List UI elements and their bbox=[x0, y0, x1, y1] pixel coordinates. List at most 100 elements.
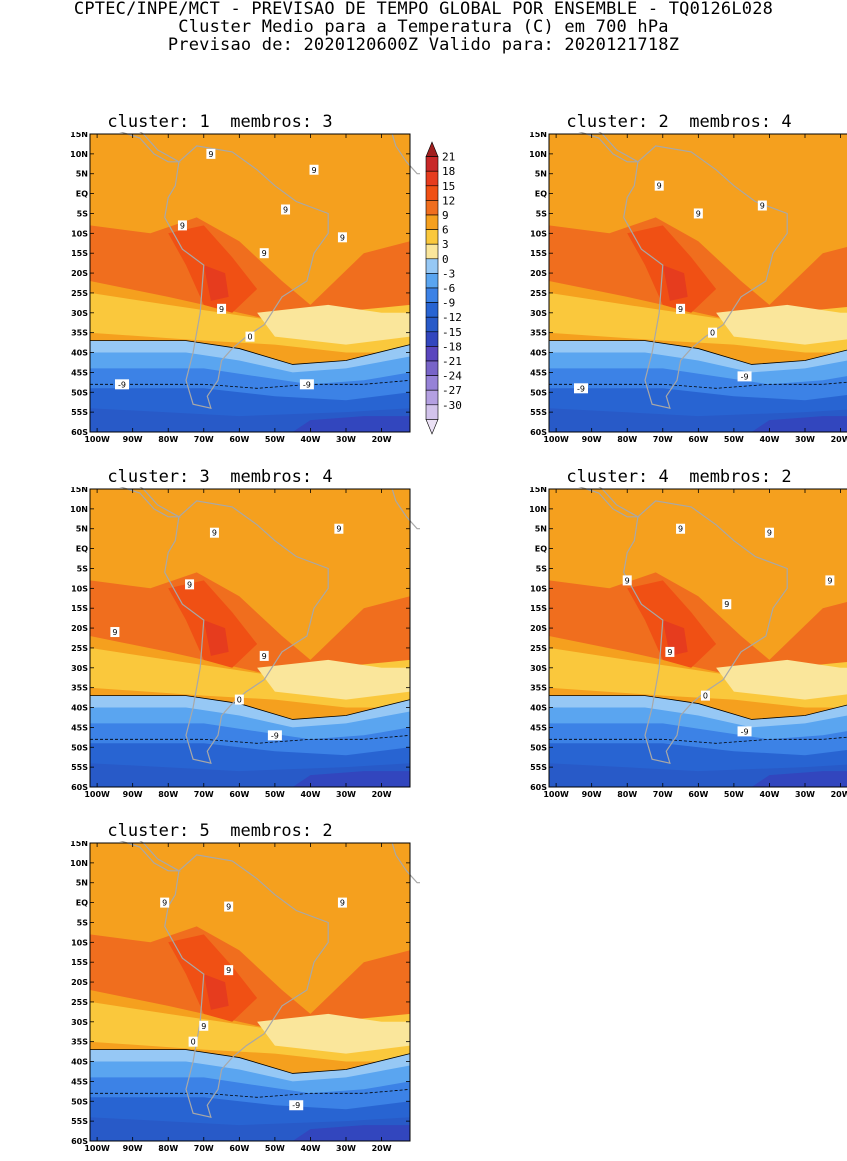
lat-tick-label: 5N bbox=[76, 879, 88, 888]
lon-tick-label: 30W bbox=[795, 790, 815, 799]
lat-tick-label: 60S bbox=[530, 428, 547, 437]
contour-label-text: 9 bbox=[678, 525, 683, 534]
lat-tick-label: 50S bbox=[71, 1097, 88, 1106]
lon-tick-label: 80W bbox=[617, 435, 637, 444]
lon-tick-label: 50W bbox=[724, 435, 744, 444]
lon-tick-label: 90W bbox=[123, 790, 143, 799]
lat-tick-label: EQ bbox=[76, 899, 88, 908]
lat-tick-label: 15N bbox=[70, 132, 88, 139]
lat-tick-label: 35S bbox=[530, 329, 547, 338]
colorbar-label: -21 bbox=[442, 355, 462, 368]
lon-tick-label: 20W bbox=[372, 435, 392, 444]
lat-tick-label: 15N bbox=[70, 487, 88, 494]
contour-label: 9 bbox=[337, 232, 347, 243]
colorbar-label: 3 bbox=[442, 238, 449, 251]
lat-tick-label: 10N bbox=[529, 505, 547, 514]
contour-label: 9 bbox=[259, 650, 269, 661]
lat-tick-label: 60S bbox=[71, 1137, 88, 1146]
lat-tick-label: 5S bbox=[536, 209, 548, 218]
lat-tick-label: EQ bbox=[535, 545, 547, 554]
colorbar-swatch bbox=[425, 375, 439, 391]
colorbar-swatch bbox=[425, 185, 439, 201]
contour-label: 9 bbox=[259, 248, 269, 259]
lat-tick-label: 50S bbox=[71, 743, 88, 752]
contour-label-text: -9 bbox=[741, 372, 749, 381]
lon-tick-label: 60W bbox=[688, 790, 708, 799]
lat-tick-label: 15N bbox=[70, 841, 88, 848]
lon-tick-label: 80W bbox=[158, 790, 178, 799]
contour-label: 9 bbox=[676, 523, 686, 534]
contour-label-text: 9 bbox=[667, 648, 672, 657]
contour-label-text: 9 bbox=[262, 652, 267, 661]
contour-label: 9 bbox=[337, 897, 347, 908]
contour-label: 9 bbox=[693, 208, 703, 219]
colorbar-label: 18 bbox=[442, 165, 455, 178]
lon-tick-label: 80W bbox=[158, 1144, 178, 1153]
forecast-dates: Previsao de: 2020120600Z Valido para: 20… bbox=[167, 35, 680, 55]
contour-label: 9 bbox=[281, 204, 291, 215]
lon-tick-label: 30W bbox=[336, 790, 356, 799]
lat-tick-label: 10N bbox=[70, 859, 88, 868]
contour-label: 9 bbox=[177, 220, 187, 231]
lat-tick-label: 25S bbox=[530, 289, 547, 298]
contour-label-text: 9 bbox=[187, 580, 192, 589]
lat-tick-label: 15S bbox=[530, 249, 547, 258]
lat-tick-label: 5N bbox=[535, 525, 547, 534]
lon-tick-label: 50W bbox=[265, 435, 285, 444]
contour-label: 0 bbox=[708, 327, 718, 338]
lat-tick-label: 55S bbox=[71, 408, 88, 417]
colorbar-swatch bbox=[425, 331, 439, 347]
lat-tick-label: 30S bbox=[530, 309, 547, 318]
lon-tick-label: 90W bbox=[123, 435, 143, 444]
colorbar-label: -27 bbox=[442, 384, 462, 397]
contour-label-text: 9 bbox=[625, 576, 630, 585]
lon-tick-label: 20W bbox=[831, 790, 847, 799]
contour-label: 0 bbox=[188, 1036, 198, 1047]
lon-tick-label: 20W bbox=[372, 1144, 392, 1153]
lat-tick-label: 30S bbox=[71, 1018, 88, 1027]
colorbar-label: -18 bbox=[442, 340, 462, 353]
colorbar-swatch bbox=[425, 287, 439, 303]
lat-tick-label: 50S bbox=[530, 388, 547, 397]
colorbar-label: 15 bbox=[442, 180, 455, 193]
lat-tick-label: 55S bbox=[71, 1117, 88, 1126]
contour-label: 9 bbox=[622, 575, 632, 586]
lon-tick-label: 90W bbox=[582, 435, 602, 444]
lon-tick-label: 60W bbox=[229, 790, 249, 799]
lon-tick-label: 70W bbox=[194, 790, 214, 799]
colorbar-label: 9 bbox=[442, 209, 449, 222]
colorbar-swatch bbox=[425, 200, 439, 216]
contour-label-text: 9 bbox=[827, 576, 832, 585]
lat-tick-label: 10N bbox=[529, 150, 547, 159]
contour-label-text: 0 bbox=[237, 696, 242, 705]
lat-tick-label: 5S bbox=[536, 564, 548, 573]
lat-tick-label: 10S bbox=[530, 229, 547, 238]
map-cluster-5: 9 9 9990-915N10N5NEQ5S10S15S20S25S30S35S40… bbox=[70, 841, 420, 1153]
contour-label: -9 bbox=[574, 383, 588, 394]
lat-tick-label: 40S bbox=[530, 349, 547, 358]
contour-label-text: 0 bbox=[710, 329, 715, 338]
panel-cluster-1: cluster: 1 membros: 3 9 9 9 9 9 9 9 0 -9 -9 15N 10N… bbox=[60, 112, 440, 452]
contour-label: -9 bbox=[115, 379, 129, 390]
lon-tick-label: 70W bbox=[653, 435, 673, 444]
contour-label: -9 bbox=[299, 379, 314, 390]
lat-tick-label: 10N bbox=[70, 150, 88, 159]
contour-label-text: 9 bbox=[760, 202, 765, 211]
contour-label-text: 9 bbox=[162, 899, 167, 908]
lat-tick-label: 25S bbox=[71, 289, 88, 298]
contour-label: 9 bbox=[309, 164, 319, 175]
colorbar-swatch bbox=[425, 214, 439, 230]
contour-label-text: -9 bbox=[577, 384, 585, 393]
lat-tick-label: 60S bbox=[71, 428, 88, 437]
contour-label: 9 bbox=[665, 646, 675, 657]
colorbar-label: 12 bbox=[442, 194, 455, 207]
lat-tick-label: 60S bbox=[71, 783, 88, 792]
contour-label-text: -9 bbox=[292, 1101, 300, 1110]
lat-tick-label: 15S bbox=[530, 604, 547, 613]
lon-tick-label: 60W bbox=[688, 435, 708, 444]
lat-tick-label: 10N bbox=[70, 505, 88, 514]
panel-title: cluster: 3 membros: 4 bbox=[107, 467, 333, 487]
contour-label: 9 bbox=[654, 180, 664, 191]
lat-tick-label: 20S bbox=[530, 269, 547, 278]
lat-tick-label: 10S bbox=[71, 229, 88, 238]
